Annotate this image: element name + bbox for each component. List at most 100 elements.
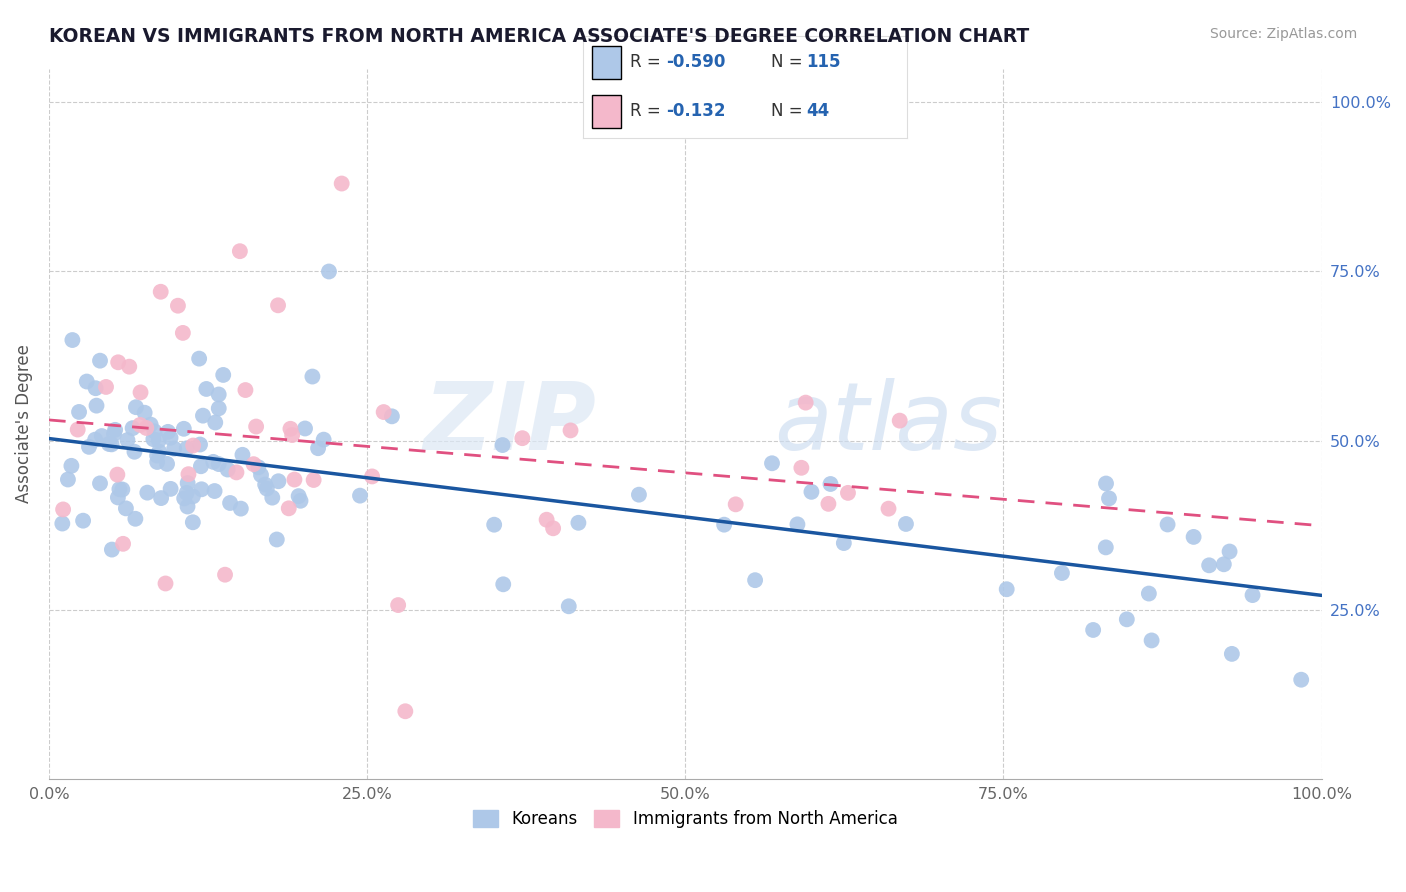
Text: N =: N = bbox=[770, 53, 808, 70]
Point bbox=[786, 517, 808, 532]
Point bbox=[94, 380, 117, 394]
Point bbox=[1050, 566, 1073, 580]
Point bbox=[84, 433, 107, 447]
Point bbox=[208, 457, 231, 471]
Point bbox=[1198, 558, 1220, 573]
Point bbox=[202, 455, 225, 469]
Point bbox=[124, 444, 146, 458]
Point bbox=[103, 427, 125, 442]
Point bbox=[262, 491, 284, 505]
Point bbox=[190, 483, 212, 497]
Point bbox=[167, 299, 190, 313]
Point bbox=[225, 466, 247, 480]
Point bbox=[188, 351, 211, 366]
Point bbox=[177, 467, 200, 482]
Point bbox=[245, 419, 267, 434]
Point bbox=[349, 489, 371, 503]
Point bbox=[250, 467, 273, 482]
Point bbox=[231, 448, 253, 462]
Point bbox=[256, 482, 278, 496]
Point bbox=[492, 577, 515, 591]
Text: 115: 115 bbox=[807, 53, 841, 70]
Point bbox=[172, 326, 194, 340]
Point bbox=[107, 355, 129, 369]
Point bbox=[181, 438, 204, 452]
Point bbox=[1241, 588, 1264, 602]
Point bbox=[1140, 633, 1163, 648]
Point bbox=[129, 385, 152, 400]
Point bbox=[52, 502, 75, 516]
Point bbox=[266, 533, 288, 547]
Point bbox=[60, 458, 83, 473]
Text: R =: R = bbox=[630, 53, 666, 70]
Point bbox=[287, 489, 309, 503]
Point bbox=[394, 704, 416, 718]
Point bbox=[790, 460, 813, 475]
Point bbox=[724, 497, 747, 511]
Point bbox=[995, 582, 1018, 597]
Point bbox=[229, 501, 252, 516]
Point bbox=[159, 431, 181, 445]
Point bbox=[330, 177, 353, 191]
Point bbox=[1098, 491, 1121, 506]
Point bbox=[112, 537, 135, 551]
Point bbox=[51, 516, 73, 531]
Point bbox=[195, 382, 218, 396]
Point bbox=[318, 264, 340, 278]
Point bbox=[281, 428, 304, 442]
Point bbox=[67, 405, 90, 419]
Point bbox=[89, 476, 111, 491]
Point bbox=[146, 449, 169, 463]
Point bbox=[894, 516, 917, 531]
Point bbox=[60, 333, 83, 347]
Point bbox=[176, 486, 198, 500]
Point bbox=[66, 423, 89, 437]
Point bbox=[159, 482, 181, 496]
Point bbox=[173, 491, 195, 506]
Point bbox=[832, 536, 855, 550]
Point bbox=[98, 437, 121, 451]
Point bbox=[89, 353, 111, 368]
Point bbox=[142, 432, 165, 446]
Point bbox=[235, 383, 257, 397]
Point bbox=[118, 359, 141, 374]
Point bbox=[794, 395, 817, 409]
Point bbox=[191, 409, 214, 423]
Point bbox=[512, 431, 534, 445]
Point bbox=[627, 488, 650, 502]
Point bbox=[294, 421, 316, 435]
FancyBboxPatch shape bbox=[592, 95, 620, 128]
Point bbox=[214, 567, 236, 582]
Point bbox=[204, 416, 226, 430]
Point bbox=[1137, 586, 1160, 600]
Point bbox=[143, 425, 166, 439]
Point bbox=[156, 425, 179, 439]
Point bbox=[1115, 612, 1137, 626]
Point bbox=[254, 477, 277, 491]
Point bbox=[156, 457, 179, 471]
Point bbox=[837, 486, 859, 500]
Point bbox=[76, 375, 98, 389]
Point bbox=[121, 421, 143, 435]
Point bbox=[100, 437, 122, 451]
Point bbox=[277, 501, 299, 516]
Point bbox=[312, 433, 335, 447]
Point bbox=[139, 417, 162, 432]
Point bbox=[1094, 541, 1116, 555]
Point bbox=[217, 462, 239, 476]
Text: atlas: atlas bbox=[775, 378, 1002, 469]
Point bbox=[117, 433, 139, 447]
Point bbox=[302, 473, 325, 487]
Point bbox=[267, 475, 290, 489]
Point bbox=[56, 473, 79, 487]
Point bbox=[482, 517, 505, 532]
Point bbox=[541, 521, 564, 535]
Point bbox=[713, 517, 735, 532]
Point bbox=[90, 429, 112, 443]
Point bbox=[129, 417, 152, 432]
Point bbox=[173, 422, 195, 436]
Point bbox=[163, 442, 186, 456]
Text: 44: 44 bbox=[807, 102, 830, 120]
Point bbox=[84, 381, 107, 395]
Point bbox=[1182, 530, 1205, 544]
